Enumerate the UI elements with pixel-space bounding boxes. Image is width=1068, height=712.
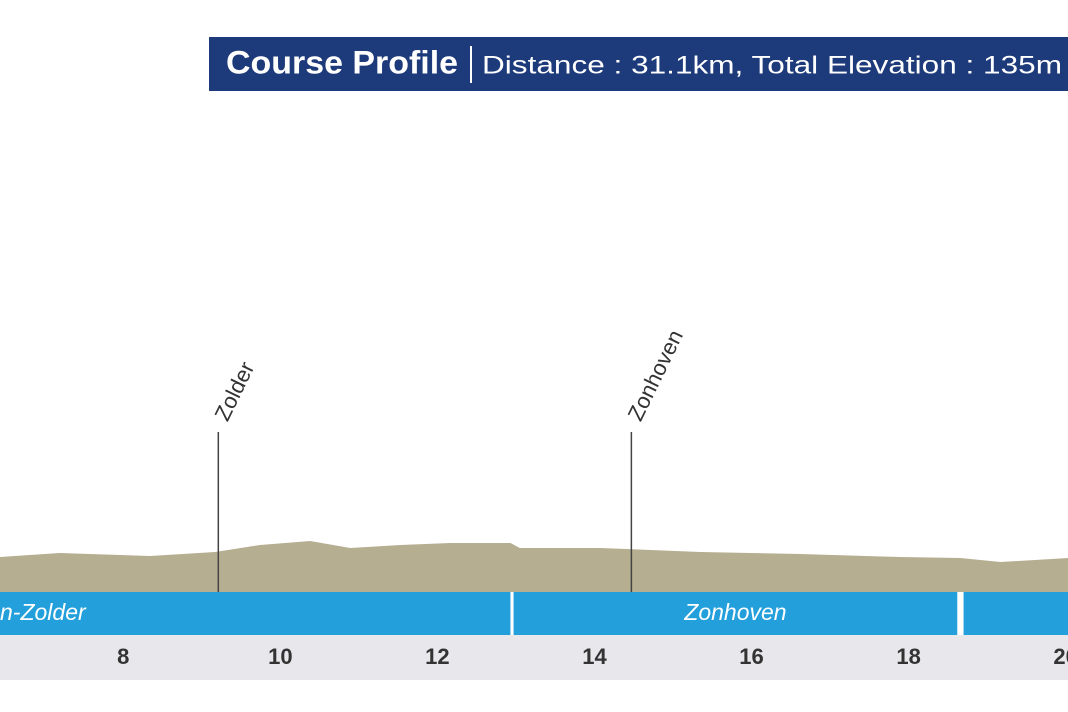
x-tick-label: 8 <box>117 644 129 669</box>
axis-band <box>0 635 1068 680</box>
region-band <box>0 592 511 635</box>
chart-title: Course Profile <box>226 44 458 80</box>
x-tick-label: 16 <box>739 644 763 669</box>
region-band <box>963 592 1068 635</box>
x-tick-label: 10 <box>268 644 292 669</box>
region-band <box>513 592 958 635</box>
x-tick-label: 12 <box>425 644 449 669</box>
town-marker-label: Zolder <box>210 358 260 425</box>
x-tick-label: 20 <box>1053 644 1068 669</box>
elevation-area <box>0 541 1068 592</box>
x-tick-label: 14 <box>582 644 607 669</box>
region-label: n-Zolder <box>0 599 87 625</box>
region-label: Zonhoven <box>683 599 786 625</box>
x-tick-label: 18 <box>896 644 920 669</box>
chart-subtitle: Distance : 31.1km, Total Elevation : 135… <box>482 52 1062 80</box>
town-marker-label: Zonhoven <box>623 326 688 425</box>
title-box <box>209 37 1068 91</box>
